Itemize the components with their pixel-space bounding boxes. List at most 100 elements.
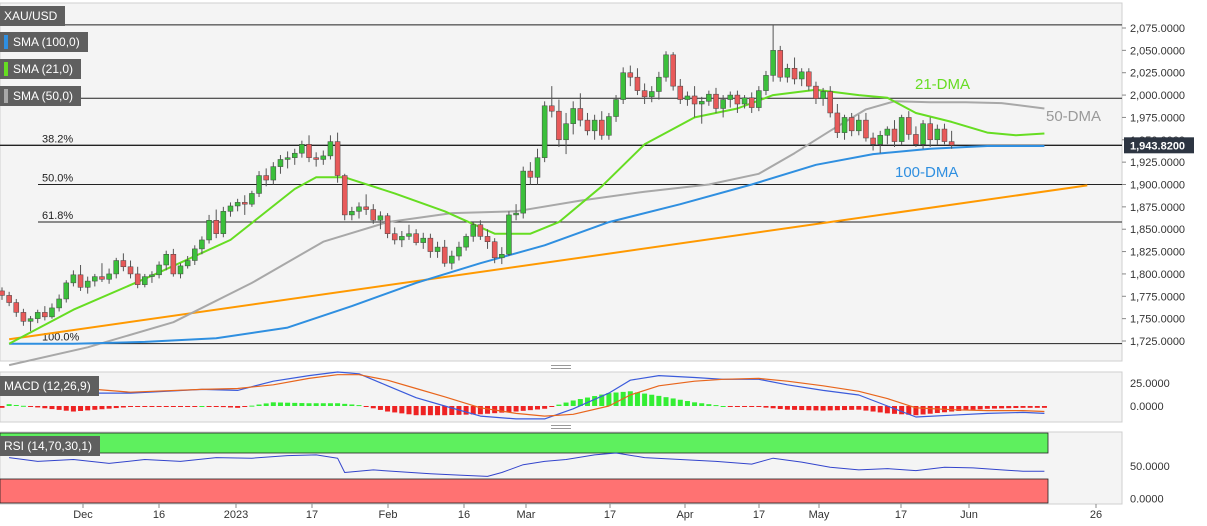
macd-histogram-bar: [399, 406, 405, 414]
macd-histogram-bar: [149, 406, 155, 407]
fib-level-label: 50.0%: [42, 173, 73, 185]
macd-histogram-bar: [806, 406, 812, 411]
candle-body: [927, 123, 933, 141]
candle-body: [263, 175, 269, 181]
candle: [306, 135, 312, 163]
time-tick-label: May: [809, 509, 830, 521]
macd-legend[interactable]: MACD (12,26,9): [0, 376, 99, 396]
candle-body: [184, 260, 191, 267]
candle-body: [377, 215, 384, 221]
candle: [691, 86, 698, 118]
candle: [698, 96, 705, 124]
price-tick-label: 2,050.0000: [1130, 45, 1185, 57]
candle-body: [356, 206, 362, 212]
macd-histogram-bar: [977, 406, 983, 410]
candle-body: [884, 128, 891, 136]
price-tick-label: 1,875.0000: [1130, 202, 1185, 214]
sma21-legend[interactable]: SMA (21,0): [0, 59, 82, 79]
macd-histogram-bar: [906, 406, 912, 415]
candle-body: [199, 239, 205, 250]
macd-histogram-bar: [213, 406, 219, 407]
candle-body: [0, 290, 5, 296]
macd-histogram-bar: [699, 403, 705, 406]
candle-body: [549, 105, 555, 112]
candle-body: [570, 108, 576, 124]
candle-body: [713, 93, 719, 109]
candle-body: [34, 312, 41, 319]
candle: [834, 104, 841, 138]
candle: [713, 87, 719, 113]
macd-histogram-bar: [477, 406, 483, 415]
candle: [591, 114, 598, 140]
macd-histogram-bar: [235, 406, 241, 408]
pane-splitter-handle[interactable]: [551, 365, 571, 369]
candle-body: [763, 75, 769, 91]
candle-body: [848, 117, 855, 132]
candle: [70, 270, 77, 287]
candle: [477, 220, 484, 240]
time-tick-label: 17: [895, 509, 907, 521]
time-tick-label: 17: [753, 509, 765, 521]
candle: [13, 298, 20, 317]
candle: [848, 112, 855, 137]
candle: [470, 222, 476, 242]
candle: [199, 236, 205, 255]
candle-body: [820, 91, 826, 99]
sma21-label: SMA (21,0): [13, 62, 74, 76]
candle: [27, 315, 34, 332]
candle-body: [891, 128, 898, 142]
candle-body: [92, 276, 98, 282]
candle-body: [213, 220, 219, 234]
rsi-tick-label: 0.0000: [1130, 494, 1164, 506]
candle: [656, 71, 662, 100]
indicator-label: 100-DMA: [895, 164, 958, 181]
candle: [798, 68, 805, 87]
candle: [748, 92, 755, 113]
sma100-legend[interactable]: SMA (100,0): [0, 32, 88, 52]
macd-tick-label: 25.0000: [1130, 378, 1170, 390]
indicator-label: 21-DMA: [915, 76, 970, 93]
sma50-legend[interactable]: SMA (50,0): [0, 86, 82, 106]
pane-splitter-handle[interactable]: [551, 425, 571, 429]
symbol-legend[interactable]: XAU/USD: [0, 6, 66, 26]
candle: [441, 239, 448, 267]
candle: [0, 287, 5, 300]
macd-histogram-bar: [749, 406, 755, 407]
candle-body: [363, 206, 369, 210]
candle: [634, 68, 641, 96]
candle-body: [513, 212, 519, 216]
candle-body: [684, 95, 691, 100]
price-tick-label: 1,850.0000: [1130, 224, 1185, 236]
candle-body: [384, 215, 391, 234]
macd-histogram-bar: [185, 406, 191, 407]
rsi-label: RSI (14,70,30,1): [4, 439, 93, 453]
rsi-legend[interactable]: RSI (14,70,30,1): [0, 436, 101, 456]
candle-body: [734, 94, 741, 105]
candle-body: [856, 119, 862, 132]
macd-histogram-bar: [606, 393, 612, 406]
candle: [177, 263, 184, 279]
candle: [499, 247, 505, 265]
candle: [420, 232, 427, 249]
candle-body: [534, 157, 541, 178]
candle-body: [399, 236, 405, 241]
macd-histogram-bar: [563, 402, 569, 406]
candle: [898, 114, 905, 146]
macd-histogram-bar: [677, 399, 683, 406]
candle: [406, 224, 412, 240]
macd-histogram-bar: [470, 406, 476, 415]
macd-histogram-bar: [592, 396, 598, 406]
candle: [877, 130, 883, 154]
macd-histogram-bar: [970, 406, 976, 410]
candle-body: [206, 220, 212, 241]
candle: [927, 117, 933, 147]
macd-histogram-bar: [385, 406, 391, 412]
fib-level-label: 100.0%: [42, 332, 80, 344]
sma100-swatch: [4, 35, 8, 49]
candle-body: [727, 94, 734, 100]
macd-histogram-bar: [570, 400, 576, 406]
candle-body: [506, 214, 512, 255]
candle-body: [941, 128, 948, 142]
candle: [491, 238, 498, 264]
macd-histogram-bar: [513, 406, 519, 412]
